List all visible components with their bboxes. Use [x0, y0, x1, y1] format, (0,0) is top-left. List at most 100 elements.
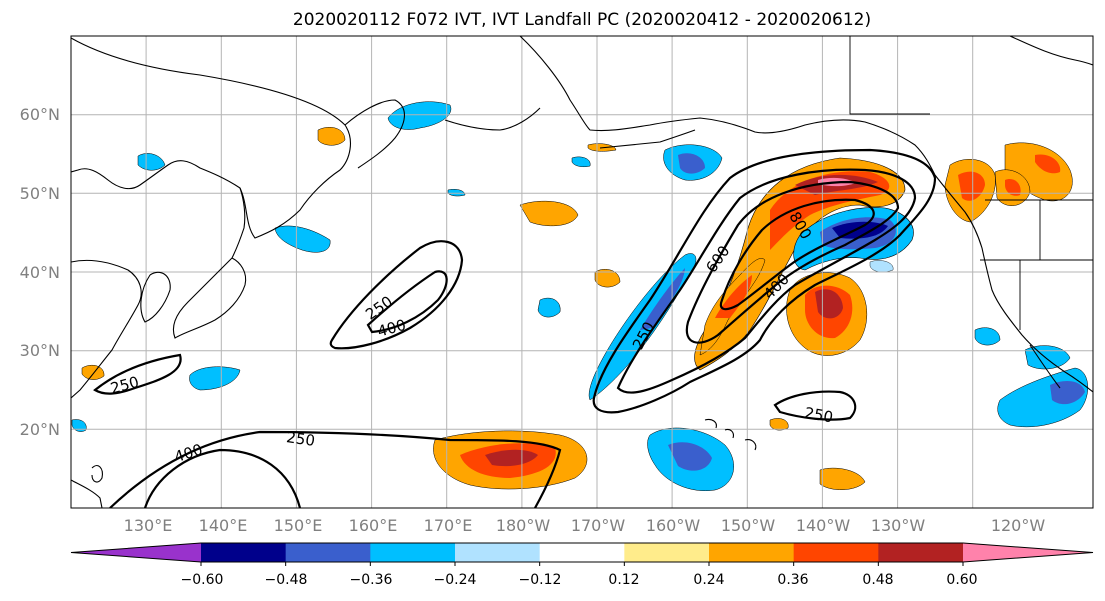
contour-250-east	[773, 390, 857, 421]
longitude-labels: 130°E 140°E 150°E 160°E 170°E 180°W 170°…	[124, 516, 1046, 535]
colorbar-tick-label: −0.24	[434, 572, 477, 588]
negative-anomaly-small-1	[537, 297, 561, 318]
colorbar-segment	[201, 543, 287, 562]
colorbar-extend-low	[71, 543, 201, 562]
map-panel: 250 400 600 800 250 400 250 250 400 250	[70, 35, 1094, 509]
coastline-sakhalin	[231, 187, 246, 259]
colorbar-tick-labels: −0.60 −0.48 −0.36 −0.24 −0.12 0.12 0.24 …	[181, 572, 978, 588]
coastline-asia	[71, 37, 351, 239]
negative-anomaly-aleutian-core	[678, 153, 705, 174]
political-borders	[849, 36, 1093, 330]
lat-label: 50°N	[20, 184, 60, 203]
lon-label: 120°W	[991, 516, 1046, 535]
negative-anomaly-west	[137, 153, 166, 171]
coastlines	[71, 36, 1093, 508]
negative-anomaly-kuril	[274, 225, 331, 253]
positive-anomaly-small-5	[81, 365, 105, 380]
lon-label: 170°W	[571, 516, 626, 535]
contour-400-main	[616, 168, 917, 394]
contour-250-center	[329, 240, 464, 350]
map-frame	[70, 35, 1094, 509]
positive-anomaly-small-1	[519, 200, 579, 227]
positive-anomaly-subtropical-max	[485, 449, 538, 467]
colorbar-tick-label: 0.60	[946, 572, 977, 588]
lon-label: 160°W	[646, 516, 701, 535]
contour-label: 250	[285, 428, 316, 450]
negative-anomaly-east-mid	[1024, 345, 1071, 370]
colorbar-segments	[70, 542, 1094, 563]
coastline-china	[71, 259, 142, 399]
coastline-baja	[1029, 344, 1061, 389]
lon-label: 130°W	[871, 516, 926, 535]
positive-anomaly-interior-core	[1035, 154, 1061, 174]
colorbar-ticks	[200, 562, 964, 566]
contour-250-main	[592, 148, 937, 414]
coastline-aleutians	[599, 129, 696, 149]
latitude-labels: 60°N 50°N 40°N 30°N 20°N	[20, 105, 60, 439]
colorbar-segment	[370, 543, 456, 562]
negative-anomaly-small-4	[447, 188, 466, 197]
contour-250-subtrop	[93, 353, 182, 395]
positive-anomaly-se	[819, 467, 866, 490]
colorbar-tick-label: 0.48	[862, 572, 893, 588]
colorbar-segment	[709, 543, 795, 562]
lon-label: 180°W	[496, 516, 551, 535]
colorbar-segment	[793, 543, 879, 562]
colorbar-tick-label: 0.12	[608, 572, 639, 588]
colorbar-segment	[285, 543, 371, 562]
lat-label: 60°N	[20, 105, 60, 124]
coastline-japan	[172, 257, 247, 339]
negative-anomaly-small-3	[71, 419, 87, 432]
lat-label: 40°N	[20, 263, 60, 282]
coastline-korea	[140, 271, 171, 323]
colorbar-tick-label: −0.36	[350, 572, 393, 588]
negative-anomaly-small-5	[571, 156, 591, 168]
coastline-kamchatka	[344, 99, 405, 169]
positive-anomaly-small-6	[769, 418, 789, 431]
lon-label: 140°W	[796, 516, 851, 535]
colorbar-extend-high	[963, 543, 1093, 562]
positive-anomaly-small-2	[317, 127, 346, 146]
contour-800-main	[719, 198, 875, 311]
coastline-bering	[444, 107, 541, 131]
negative-anomaly-small-2	[974, 327, 1001, 346]
lon-label: 170°E	[424, 516, 473, 535]
lon-label: 160°E	[349, 516, 398, 535]
positive-anomaly-band-core	[715, 275, 752, 318]
colorbar: −0.60 −0.48 −0.36 −0.24 −0.12 0.12 0.24 …	[70, 542, 1094, 588]
contour-250-south	[109, 430, 562, 508]
lat-label: 20°N	[20, 420, 60, 439]
negative-anomaly-small-6	[869, 260, 894, 273]
coastline-philippines	[71, 479, 103, 508]
coastline-alaska	[519, 36, 936, 176]
contour-400-center	[366, 270, 448, 334]
negative-anomaly-band-core	[640, 268, 685, 330]
ivt-contours	[93, 148, 937, 508]
contour-label: 250	[803, 404, 834, 427]
coastline-taiwan	[91, 465, 103, 483]
positive-anomaly-small-3	[594, 269, 621, 288]
colorbar-segment	[539, 543, 625, 562]
figure-title: 2020020112 F072 IVT, IVT Landfall PC (20…	[293, 10, 871, 30]
contour-400-south	[143, 448, 302, 508]
colorbar-tick-label: −0.48	[265, 572, 308, 588]
lon-label: 150°E	[274, 516, 323, 535]
positive-anomaly-gulf-core	[770, 171, 890, 250]
positive-anomaly-wa-core	[1005, 179, 1021, 196]
colorbar-segment	[878, 543, 964, 562]
negative-anomaly-hawaii-core	[668, 442, 712, 471]
coastline-bc	[934, 174, 1093, 393]
coastline-hudson	[1009, 36, 1093, 66]
colorbar-segment	[455, 543, 541, 562]
colorbar-tick-label: 0.36	[777, 572, 808, 588]
lon-label: 140°E	[199, 516, 248, 535]
colorbar-tick-label: −0.60	[181, 572, 224, 588]
coastline-hawaii	[704, 418, 757, 451]
lat-label: 30°N	[20, 341, 60, 360]
border-states	[980, 200, 1093, 330]
lon-label: 150°W	[721, 516, 776, 535]
border-alaska-canada	[849, 36, 930, 115]
negative-anomaly-subtrop-west	[189, 366, 241, 391]
colorbar-tick-label: 0.24	[693, 572, 724, 588]
